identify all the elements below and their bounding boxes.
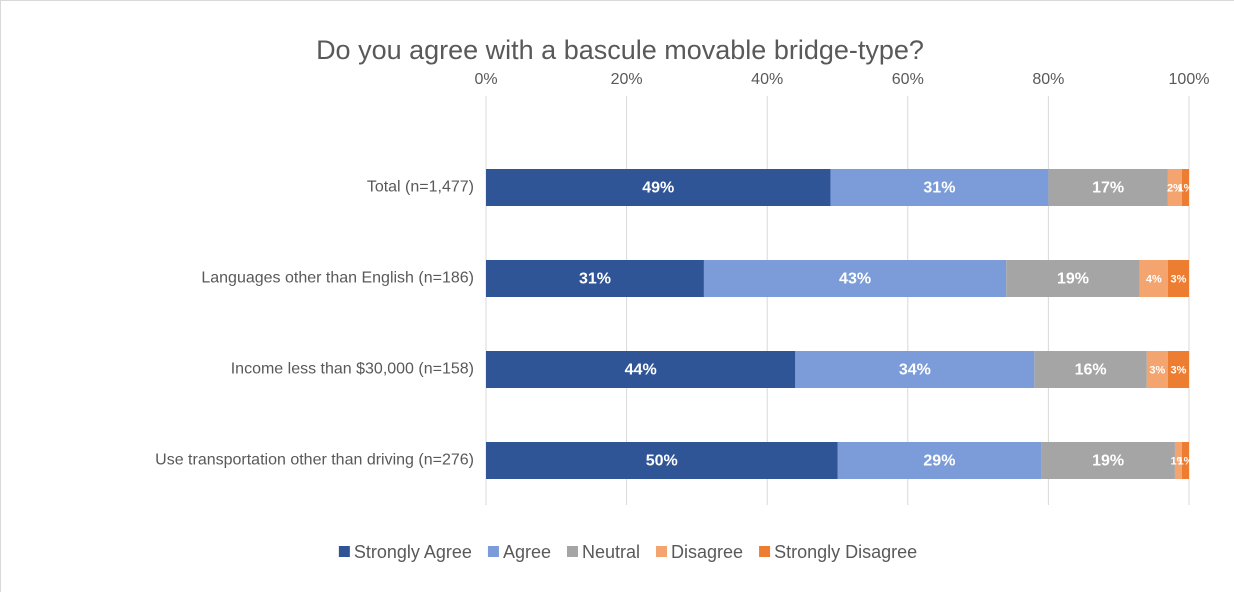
bar-segment [1174, 442, 1182, 479]
data-label: 3% [1171, 364, 1187, 376]
bar-segment [1041, 442, 1175, 479]
x-tick-label: 20% [611, 71, 643, 88]
data-label: 19% [1092, 453, 1124, 470]
legend-label: Strongly Agree [354, 542, 472, 562]
legend-label: Disagree [671, 542, 743, 562]
x-tick-label: 60% [892, 71, 924, 88]
bar-segment [486, 260, 704, 297]
bar-segment [1167, 260, 1189, 297]
bar-segment [486, 351, 796, 388]
bar-segment [1006, 260, 1140, 297]
bar-segment [1167, 351, 1189, 388]
legend-swatch [566, 546, 578, 557]
bar-segment [1146, 351, 1168, 388]
legend-swatch [656, 546, 668, 557]
y-tick-label: Total (n=1,477) [367, 179, 474, 196]
data-label: 49% [642, 180, 674, 197]
data-label: 2% [1167, 182, 1183, 194]
data-label: 1% [1178, 182, 1194, 194]
x-tick-label: 40% [751, 71, 783, 88]
legend-label: Strongly Disagree [774, 542, 917, 562]
data-label: 3% [1149, 364, 1165, 376]
data-label: 31% [579, 271, 611, 288]
data-label: 16% [1075, 362, 1107, 379]
legend-swatch [487, 546, 499, 557]
bar-segment [1167, 169, 1182, 206]
y-tick-label: Use transportation other than driving (n… [155, 452, 474, 469]
bar-segment [486, 442, 838, 479]
x-tick-label: 100% [1169, 71, 1210, 88]
data-label: 50% [646, 453, 678, 470]
bar-segment [1181, 169, 1189, 206]
bar-segment [1181, 442, 1189, 479]
x-tick-label: 0% [474, 71, 497, 88]
bar-segment [830, 169, 1049, 206]
data-label: 1% [1178, 455, 1194, 467]
y-tick-label: Income less than $30,000 (n=158) [231, 361, 474, 378]
data-label: 34% [899, 362, 931, 379]
data-label: 29% [923, 453, 955, 470]
data-label: 44% [625, 362, 657, 379]
bar-segment [1139, 260, 1168, 297]
bar-segment [703, 260, 1007, 297]
chart-title: Do you agree with a bascule movable brid… [316, 35, 924, 65]
x-tick-label: 80% [1032, 71, 1064, 88]
legend-swatch [759, 546, 771, 557]
legend-label: Agree [503, 542, 551, 562]
legend-swatch [338, 546, 350, 557]
data-label: 19% [1057, 271, 1089, 288]
bar-segment [486, 169, 831, 206]
legend-label: Neutral [582, 542, 640, 562]
bar-segment [1048, 169, 1168, 206]
y-tick-label: Languages other than English (n=186) [201, 270, 474, 287]
bar-segment [795, 351, 1035, 388]
data-label: 43% [839, 271, 871, 288]
data-label: 4% [1146, 273, 1162, 285]
data-label: 31% [923, 180, 955, 197]
bar-segment [1034, 351, 1147, 388]
bar-segment [837, 442, 1042, 479]
data-label: 17% [1092, 180, 1124, 197]
data-label: 3% [1171, 273, 1187, 285]
